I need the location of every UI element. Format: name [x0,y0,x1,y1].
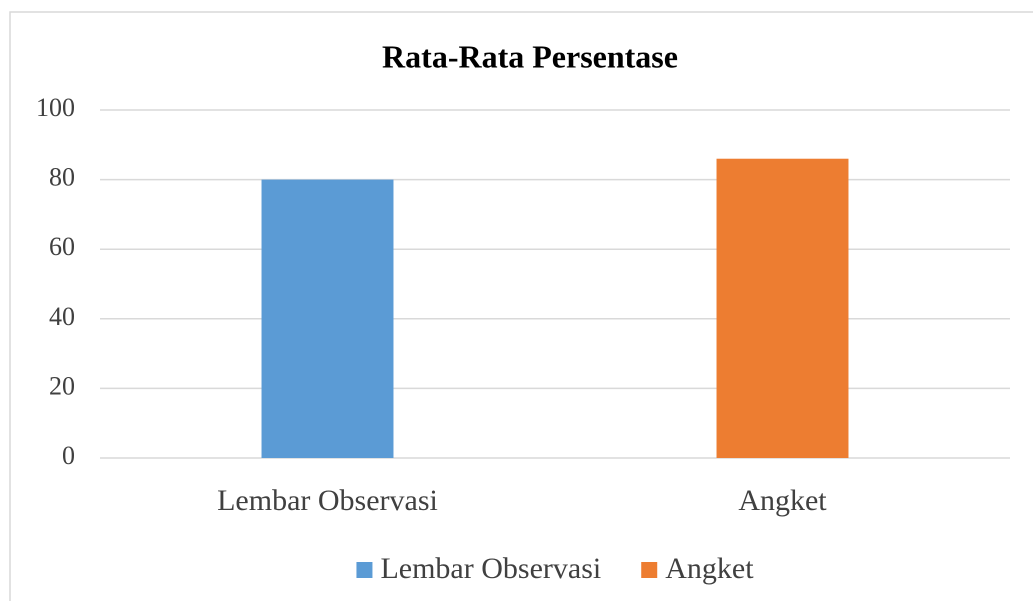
chart-title: Rata-Rata Persentase [382,38,678,74]
y-tick-label: 100 [36,93,75,122]
y-tick-label: 80 [49,163,75,192]
bar [261,179,394,458]
legend-swatch [356,562,373,578]
x-tick-label: Lembar Observasi [217,484,438,517]
legend: Lembar Observasi Angket [356,552,754,585]
x-tick-label: Angket [738,484,827,517]
legend-label: Angket [665,552,754,585]
y-tick-label: 60 [49,232,75,261]
y-tick-label: 0 [62,441,75,470]
legend-swatch [641,562,658,578]
bar [716,158,849,458]
y-tick-label: 40 [49,302,75,331]
chart-border [9,11,1033,601]
legend-label: Lembar Observasi [380,552,601,585]
y-tick-label: 20 [49,371,75,400]
